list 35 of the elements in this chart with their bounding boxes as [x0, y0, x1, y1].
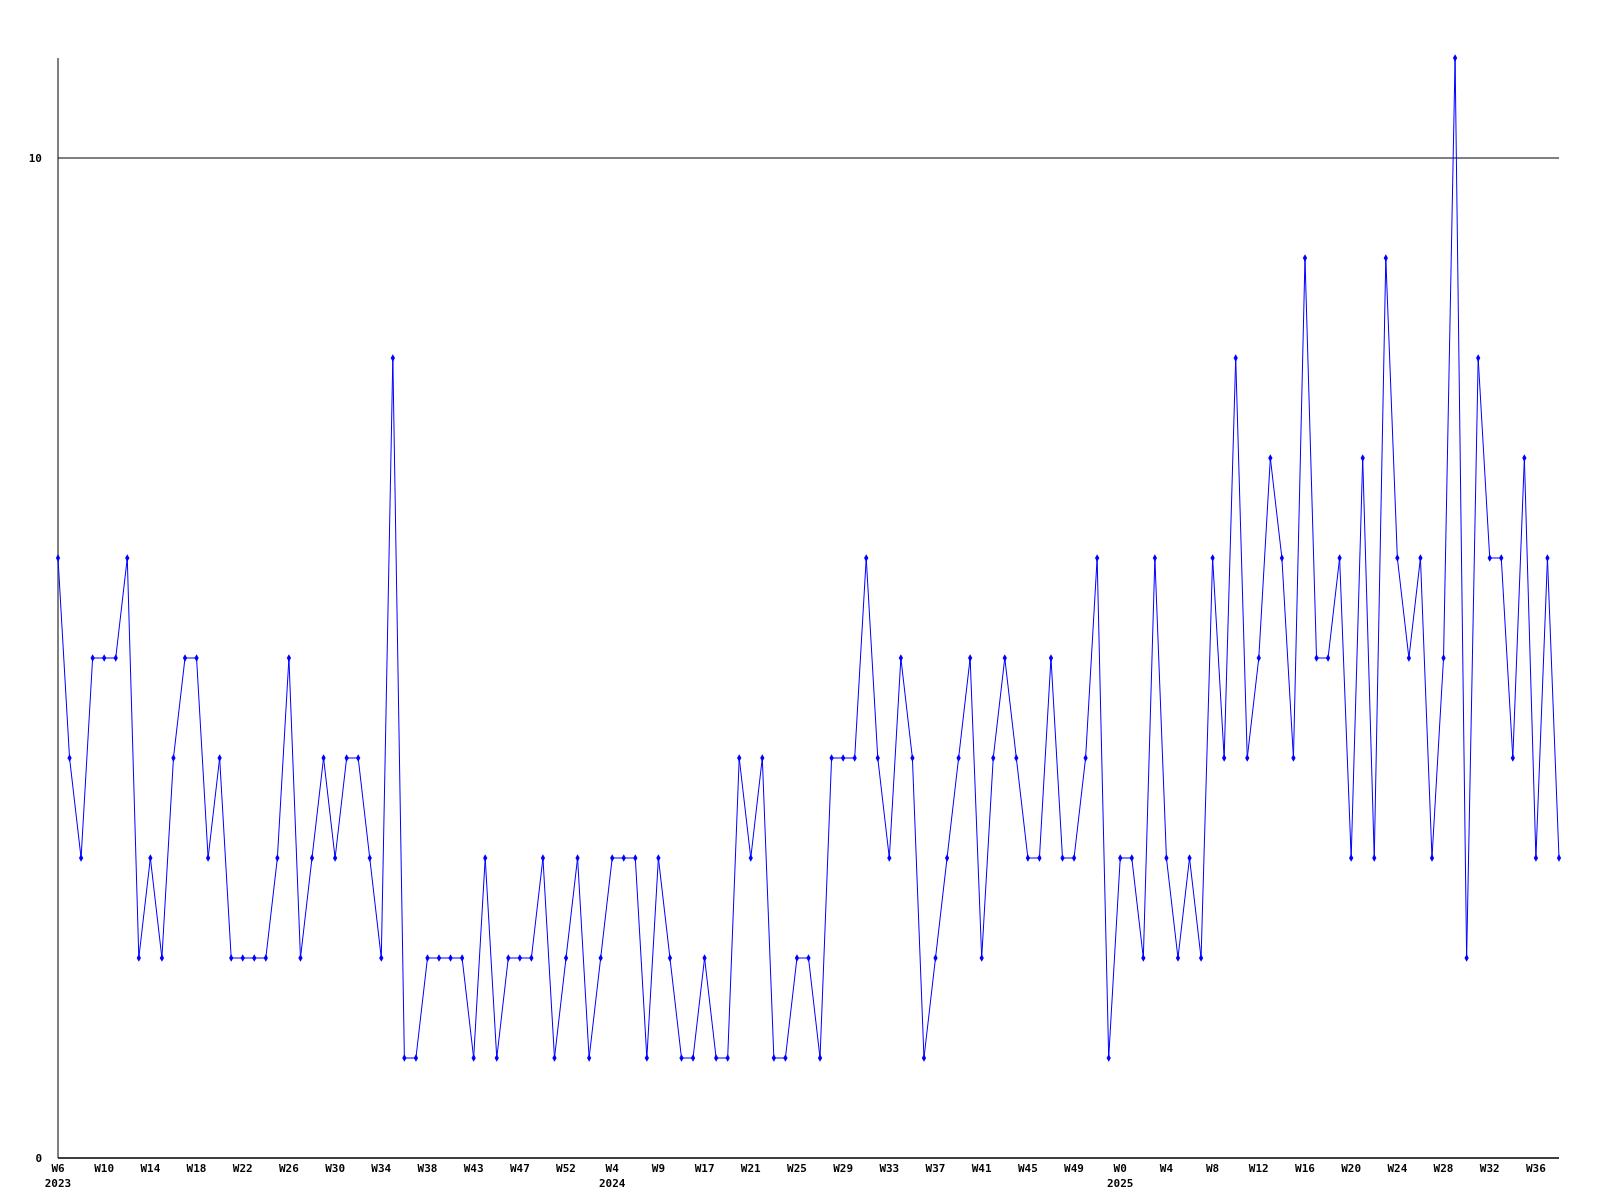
x-tick-label: W26 [278, 1162, 300, 1175]
x-tick-label: W9 [651, 1162, 666, 1175]
x-tick-label: W32 [1479, 1162, 1500, 1175]
x-tick-label: W47 [509, 1162, 530, 1175]
x-tick-label: W4 [1159, 1162, 1174, 1175]
x-tick-label: W4 2024 [598, 1162, 626, 1190]
x-tick-label: W38 [417, 1162, 438, 1175]
x-tick-label: W25 [787, 1162, 807, 1175]
x-tick-label: W20 [1341, 1162, 1362, 1175]
x-tick-label: W29 [833, 1162, 854, 1175]
x-tick-label: W37 [925, 1162, 946, 1175]
x-tick-label: W34 [371, 1162, 392, 1175]
x-tick-label: W43 [463, 1162, 484, 1175]
x-tick-label: W52 [556, 1162, 576, 1175]
x-tick-label: W6 2023 [44, 1162, 72, 1190]
x-tick-label: W0 2025 [1107, 1162, 1134, 1190]
x-tick-label: W45 [1017, 1162, 1038, 1175]
x-tick-label: W49 [1064, 1162, 1084, 1175]
x-tick-label: W30 [325, 1162, 346, 1175]
x-tick-label: W16 [1295, 1162, 1316, 1175]
x-tick-label: W21 [740, 1162, 762, 1175]
x-tick-label: W18 [186, 1162, 207, 1175]
x-tick-label: W8 [1205, 1162, 1220, 1175]
x-tick-label: W14 [140, 1162, 161, 1175]
x-tick-label: W41 [971, 1162, 992, 1175]
y-tick-label: 10 [28, 151, 42, 165]
x-tick-label: W12 [1248, 1162, 1269, 1175]
x-tick-label: W24 [1387, 1162, 1408, 1175]
x-tick-label: W22 [232, 1162, 253, 1175]
x-tick-label: W36 [1525, 1162, 1547, 1175]
y-tick-label: 0 [35, 1151, 42, 1165]
x-tick-label: W33 [879, 1162, 900, 1175]
x-tick-label: W28 [1433, 1162, 1454, 1175]
x-tick-label: W17 [694, 1162, 715, 1175]
x-tick-label: W10 [94, 1162, 115, 1175]
